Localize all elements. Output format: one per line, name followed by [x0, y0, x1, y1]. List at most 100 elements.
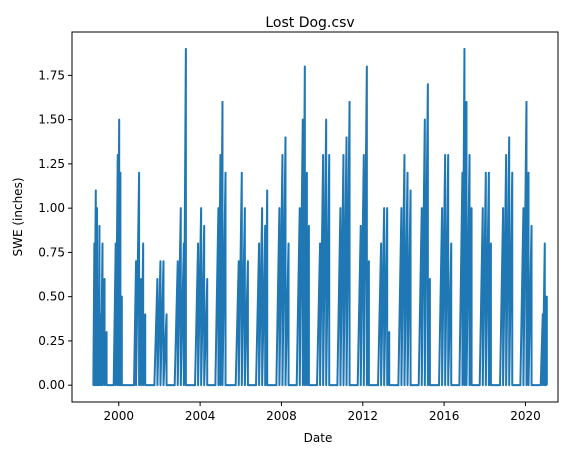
data-point [473, 384, 475, 386]
data-point [255, 384, 257, 386]
data-point [160, 260, 162, 262]
x-tick-label: 2008 [266, 409, 297, 423]
data-point [520, 384, 522, 386]
data-point [194, 384, 196, 386]
data-point [302, 119, 304, 121]
data-point [235, 384, 237, 386]
data-point [436, 384, 438, 386]
data-point [505, 154, 507, 156]
data-point [225, 172, 227, 174]
data-point [462, 172, 464, 174]
y-tick-label: 1.25 [38, 157, 65, 171]
data-point [335, 384, 337, 386]
data-point [197, 243, 199, 245]
data-point [93, 384, 95, 386]
data-point [457, 384, 459, 386]
data-point [421, 207, 423, 209]
data-point [314, 384, 316, 386]
data-point [375, 384, 377, 386]
data-point [322, 154, 324, 156]
data-point [192, 384, 194, 386]
data-point [544, 243, 546, 245]
y-tick-label: 0.50 [38, 290, 65, 304]
data-point [208, 384, 210, 386]
data-point [180, 207, 182, 209]
data-point [99, 225, 101, 227]
data-point [174, 384, 176, 386]
data-point [499, 384, 501, 386]
data-point [429, 278, 431, 280]
data-point [366, 66, 368, 68]
data-point [396, 384, 398, 386]
data-point [163, 260, 165, 262]
x-tick-label: 2020 [510, 409, 541, 423]
data-point [98, 296, 100, 298]
x-tick-label: 2004 [185, 409, 216, 423]
data-point [518, 384, 520, 386]
data-point [438, 384, 440, 386]
data-point [269, 384, 271, 386]
data-point [492, 384, 494, 386]
data-point [526, 101, 528, 103]
data-point [502, 207, 504, 209]
data-point [386, 207, 388, 209]
data-point [203, 225, 205, 227]
data-point [380, 243, 382, 245]
data-point [279, 207, 281, 209]
data-point [299, 207, 301, 209]
data-point [285, 137, 287, 139]
data-point [528, 172, 530, 174]
data-point [244, 207, 246, 209]
data-point [363, 154, 365, 156]
data-point [169, 384, 171, 386]
data-point [360, 225, 362, 227]
data-point [441, 207, 443, 209]
data-point [115, 243, 117, 245]
y-tick-label: 0.25 [38, 334, 65, 348]
data-point [466, 101, 468, 103]
y-tick-label: 1.00 [38, 201, 65, 215]
y-tick-label: 1.50 [38, 113, 65, 127]
data-point [282, 154, 284, 156]
data-point [424, 119, 426, 121]
x-tick-label: 2016 [429, 409, 460, 423]
data-point [368, 260, 370, 262]
data-point [218, 207, 220, 209]
data-point [511, 172, 513, 174]
data-point [328, 154, 330, 156]
data-point [404, 154, 406, 156]
data-point [391, 384, 393, 386]
data-point [102, 243, 104, 245]
data-point [232, 384, 234, 386]
data-point [187, 384, 189, 386]
data-point [261, 207, 263, 209]
data-point [294, 384, 296, 386]
data-point [304, 66, 306, 68]
data-point [310, 384, 312, 386]
data-point [106, 331, 108, 333]
data-point [407, 172, 409, 174]
data-point [276, 384, 278, 386]
data-point [222, 101, 224, 103]
data-point [138, 172, 140, 174]
data-point [135, 260, 137, 262]
data-point [133, 384, 135, 386]
data-point [146, 384, 148, 386]
data-point [427, 83, 429, 85]
data-point [450, 243, 452, 245]
data-point [355, 384, 357, 386]
data-point [343, 154, 345, 156]
data-point [531, 225, 533, 227]
data-point [227, 384, 229, 386]
data-point [264, 225, 266, 227]
data-point [540, 384, 542, 386]
data-point [247, 260, 249, 262]
data-point [401, 207, 403, 209]
y-tick-label: 0.00 [38, 378, 65, 392]
data-point [447, 154, 449, 156]
data-point [351, 384, 353, 386]
data-point [513, 384, 515, 386]
data-point [485, 172, 487, 174]
data-point [241, 172, 243, 174]
data-point [346, 137, 348, 139]
